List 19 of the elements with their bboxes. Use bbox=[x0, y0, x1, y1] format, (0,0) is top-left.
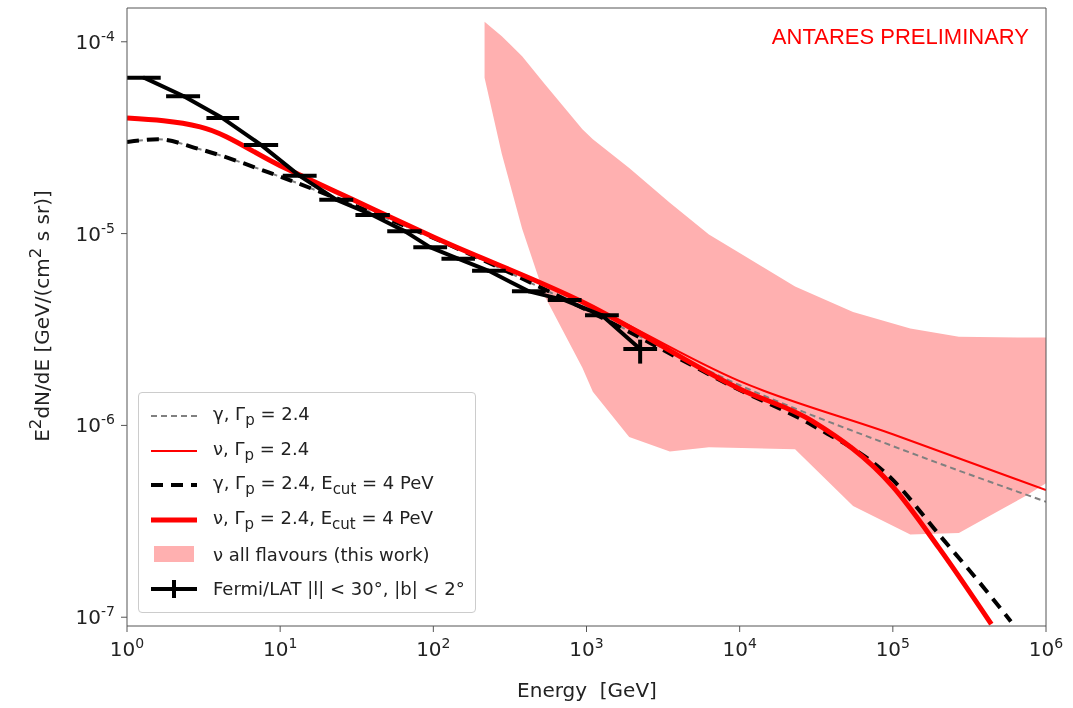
x-tick-label: 10$^{5}$ bbox=[875, 635, 911, 661]
x-tick-label: 10$^{1}$ bbox=[262, 635, 298, 661]
legend-label: ν, Γ$_{p}$ = 2.4 bbox=[213, 437, 310, 464]
y-tick-label: 10$^{-7}$ bbox=[75, 603, 115, 630]
y-tick-label: 10$^{-6}$ bbox=[75, 411, 116, 438]
y-tick-label: 10$^{-4}$ bbox=[75, 27, 116, 54]
legend-label: Fermi/LAT |l| < 30°, |b| < 2° bbox=[213, 578, 465, 600]
x-tick-label: 10$^{4}$ bbox=[722, 635, 757, 661]
x-tick-label: 10$^{2}$ bbox=[416, 635, 451, 661]
legend-label: ν all flavours (this work) bbox=[213, 543, 430, 565]
legend-label: γ, Γ$_{p}$ = 2.4 bbox=[213, 403, 310, 430]
x-tick-label: 10$^{3}$ bbox=[569, 635, 604, 661]
annotation: ANTARES PRELIMINARY bbox=[771, 24, 1029, 50]
x-tick-label: 10$^{0}$ bbox=[109, 635, 145, 661]
x-axis-title: Energy [GeV] bbox=[517, 678, 657, 702]
x-tick-label: 10$^{6}$ bbox=[1028, 635, 1064, 661]
y-tick-label: 10$^{-5}$ bbox=[75, 219, 115, 246]
legend-label: ν, Γ$_{p}$ = 2.4, E$_{cut}$ = 4 PeV bbox=[213, 506, 433, 533]
legend-label: γ, Γ$_{p}$ = 2.4, E$_{cut}$ = 4 PeV bbox=[213, 472, 434, 499]
